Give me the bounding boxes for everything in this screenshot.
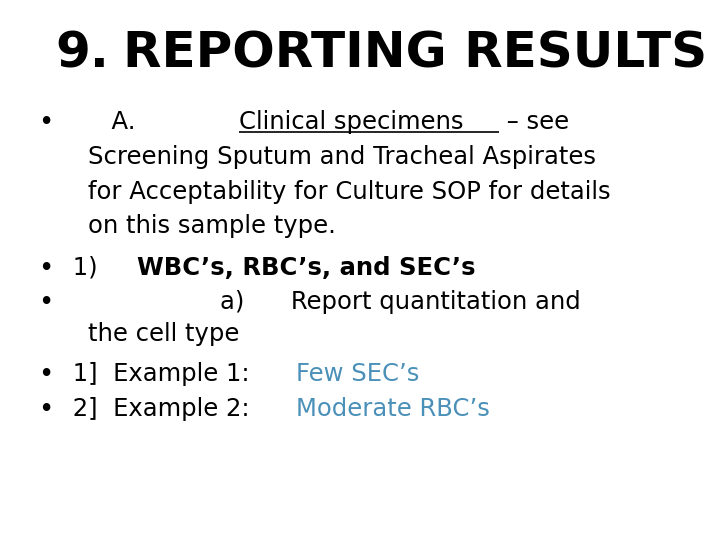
Text: the cell type: the cell type (88, 322, 239, 346)
Text: •: • (38, 256, 53, 282)
Text: 1): 1) (65, 256, 113, 280)
Text: 2]  Example 2:: 2] Example 2: (65, 397, 257, 421)
Text: A.: A. (65, 110, 166, 134)
Text: on this sample type.: on this sample type. (88, 214, 336, 238)
Text: REPORTING RESULTS: REPORTING RESULTS (123, 30, 707, 78)
Text: WBC’s, RBC’s, and SEC’s: WBC’s, RBC’s, and SEC’s (138, 256, 476, 280)
Text: – see: – see (499, 110, 569, 134)
Text: 9.: 9. (55, 30, 109, 78)
Text: a)      Report quantitation and: a) Report quantitation and (65, 290, 581, 314)
Text: •: • (38, 362, 53, 388)
Text: 1]  Example 1:: 1] Example 1: (65, 362, 257, 386)
Text: for Acceptability for Culture SOP for details: for Acceptability for Culture SOP for de… (88, 180, 611, 204)
Text: Screening Sputum and Tracheal Aspirates: Screening Sputum and Tracheal Aspirates (88, 145, 596, 169)
Text: Few SEC’s: Few SEC’s (297, 362, 420, 386)
Text: •: • (38, 110, 53, 136)
Text: •: • (38, 397, 53, 423)
Text: Moderate RBC’s: Moderate RBC’s (297, 397, 490, 421)
Text: Clinical specimens: Clinical specimens (238, 110, 463, 134)
Text: •: • (38, 290, 53, 316)
